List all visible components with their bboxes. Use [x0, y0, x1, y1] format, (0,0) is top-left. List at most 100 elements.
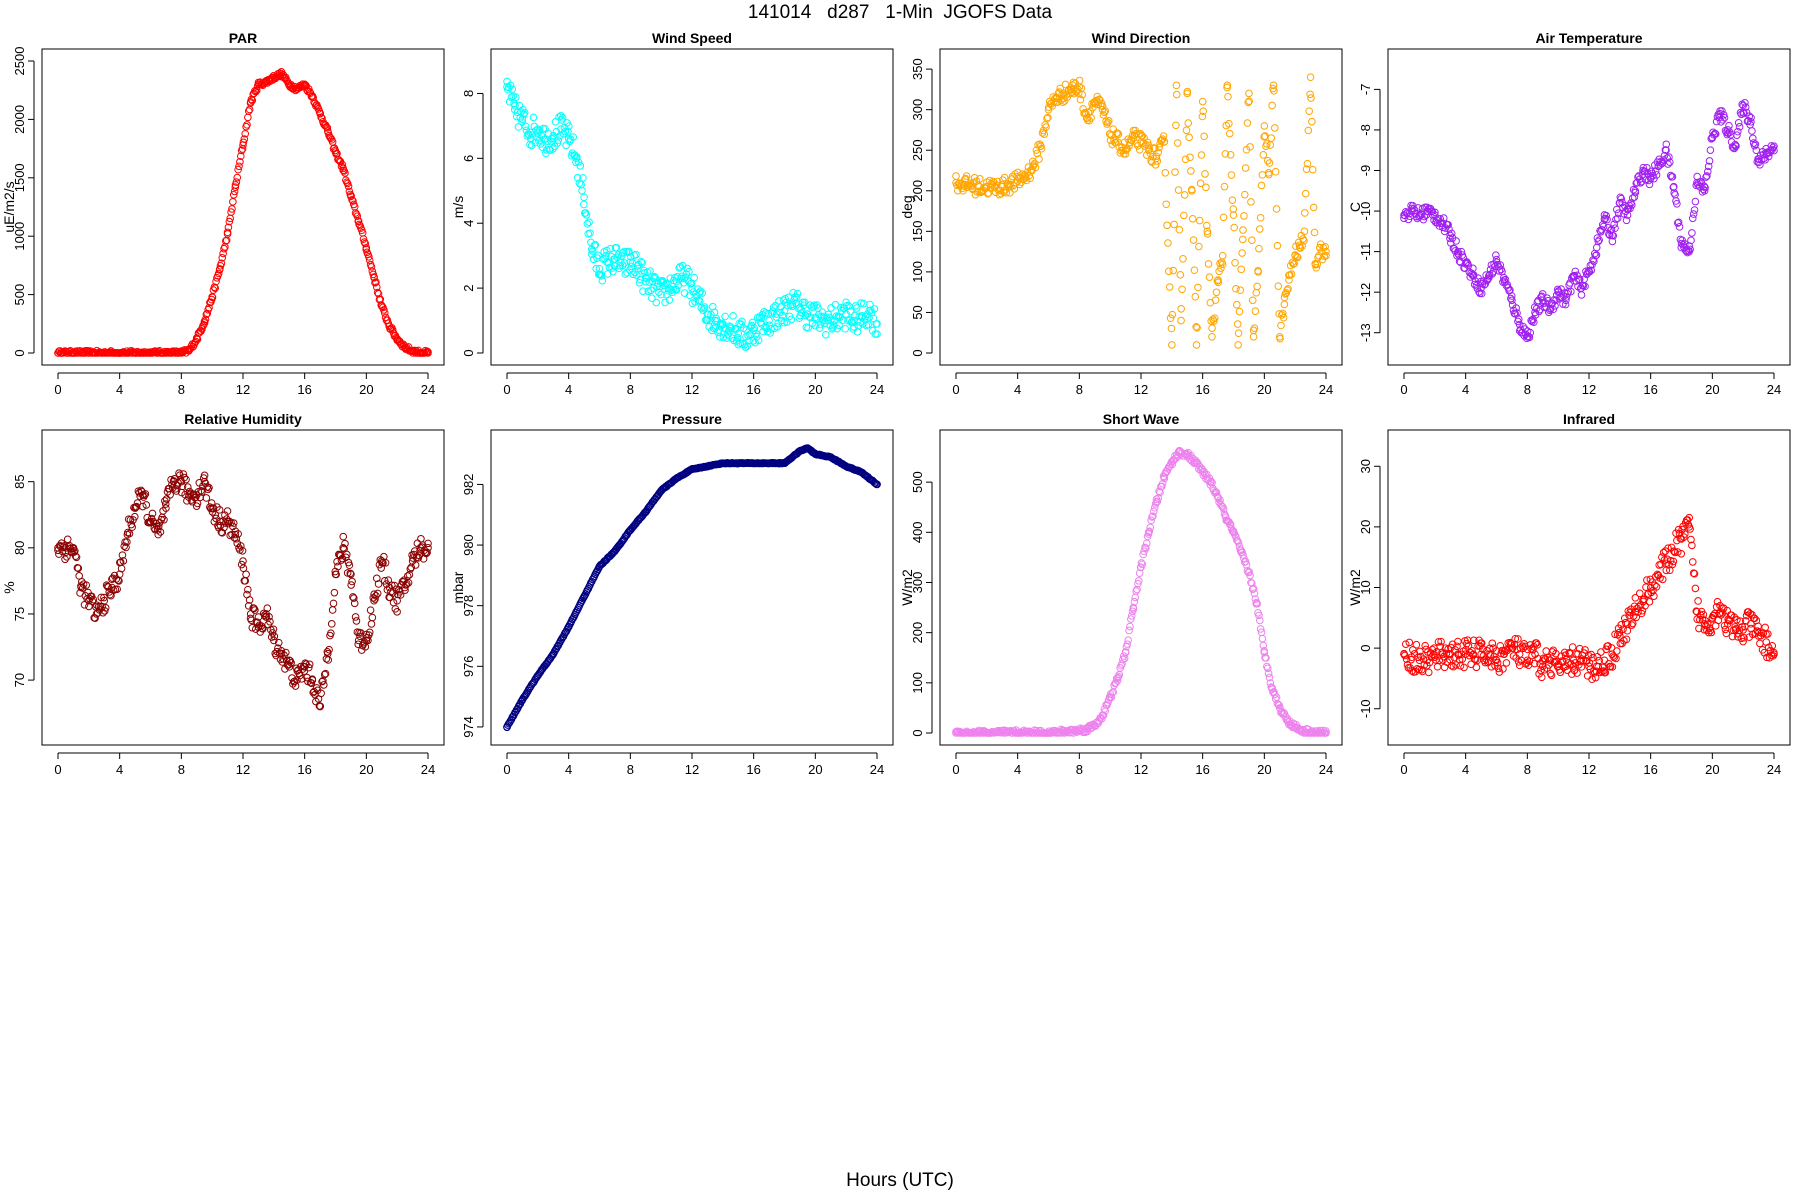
data-point [1545, 656, 1554, 664]
data-point [1741, 103, 1750, 111]
data-point [1702, 173, 1710, 181]
data-point [1254, 266, 1262, 275]
data-point [1542, 647, 1550, 655]
data-point [1273, 241, 1282, 250]
data-point [1754, 622, 1762, 631]
data-point [564, 127, 572, 136]
data-point [1645, 598, 1654, 606]
data-point [1218, 251, 1227, 260]
data-point [1669, 183, 1678, 192]
data-point [218, 253, 227, 262]
data-point [1734, 118, 1743, 127]
data-point [1190, 266, 1199, 275]
data-point [347, 581, 355, 589]
data-point [1603, 215, 1611, 224]
data-point [1696, 615, 1704, 624]
data-point [557, 112, 565, 120]
data-point [1248, 296, 1257, 305]
data-point [1125, 626, 1133, 635]
data-point [850, 323, 858, 331]
data-point [1718, 609, 1727, 617]
data-point [1114, 130, 1123, 139]
plot-frame [939, 429, 1343, 746]
x-tick-label: 20 [1705, 762, 1719, 777]
data-point [368, 613, 377, 622]
data-point [1717, 118, 1725, 126]
data-point [1674, 218, 1683, 227]
x-tick-label: 24 [1319, 382, 1333, 397]
data-point [1575, 276, 1583, 284]
data-point [686, 280, 695, 288]
data-point [708, 302, 717, 311]
data-point [1733, 127, 1742, 136]
data-point [260, 611, 269, 620]
data-point [1177, 316, 1185, 325]
data-point [1172, 90, 1181, 99]
data-point [1100, 108, 1109, 117]
data-point [351, 613, 360, 621]
data-point [680, 274, 689, 283]
data-point [113, 585, 121, 593]
data-point [1503, 646, 1512, 655]
data-point [1132, 587, 1140, 595]
data-point [1234, 341, 1242, 349]
data-point [1511, 634, 1520, 643]
data-point [308, 675, 317, 683]
data-point [1741, 617, 1750, 625]
data-point [1233, 320, 1242, 328]
data-point [650, 272, 659, 281]
data-point [166, 490, 174, 499]
data-point [262, 613, 271, 621]
data-point [380, 306, 388, 314]
data-point [1469, 636, 1478, 645]
x-tick-label: 4 [1014, 762, 1021, 777]
y-tick-label: -12 [1358, 283, 1373, 302]
data-point [1234, 538, 1243, 547]
data-point [321, 669, 330, 678]
plot-frame [490, 48, 894, 366]
data-point [407, 563, 416, 572]
panel-par: PAR uE/m2/s 0 4 8 12 16 20 24 0 500 1000 1500 2000 250… [1, 30, 445, 397]
data-point [1193, 323, 1201, 332]
data-point [231, 183, 240, 191]
data-point [403, 579, 411, 588]
data-point [506, 81, 515, 90]
data-point [1420, 212, 1429, 221]
data-point [694, 296, 703, 305]
y-tick-label: 982 [461, 474, 476, 496]
data-point [1662, 140, 1671, 149]
data-point [200, 319, 209, 327]
data-point [1528, 651, 1536, 660]
data-point [1240, 190, 1249, 199]
data-point [864, 320, 872, 329]
data-point [122, 543, 130, 552]
data-point [1530, 659, 1539, 668]
data-point [1530, 318, 1538, 327]
data-point [317, 113, 325, 122]
data-point [1613, 647, 1621, 655]
data-point [1162, 200, 1170, 209]
data-point [700, 304, 708, 313]
data-point [1223, 83, 1231, 92]
data-point [1454, 249, 1462, 258]
data-point [285, 656, 294, 665]
panel-title: Pressure [662, 411, 722, 427]
data-point [1227, 171, 1236, 179]
x-tick-label: 12 [1134, 762, 1148, 777]
data-point [1181, 155, 1190, 164]
data-point [184, 483, 192, 491]
data-point [1252, 288, 1261, 297]
data-point [1436, 215, 1445, 223]
x-tick-label: 4 [1014, 382, 1021, 397]
data-point [526, 140, 534, 149]
x-tick-label: 20 [808, 762, 822, 777]
data-point [377, 564, 385, 572]
data-point [221, 237, 230, 245]
data-point [1405, 638, 1414, 647]
data-point [1595, 236, 1603, 244]
data-point [787, 315, 796, 324]
data-point [1677, 550, 1686, 558]
data-point [703, 316, 712, 324]
data-point [372, 574, 381, 583]
data-point [1688, 541, 1696, 550]
